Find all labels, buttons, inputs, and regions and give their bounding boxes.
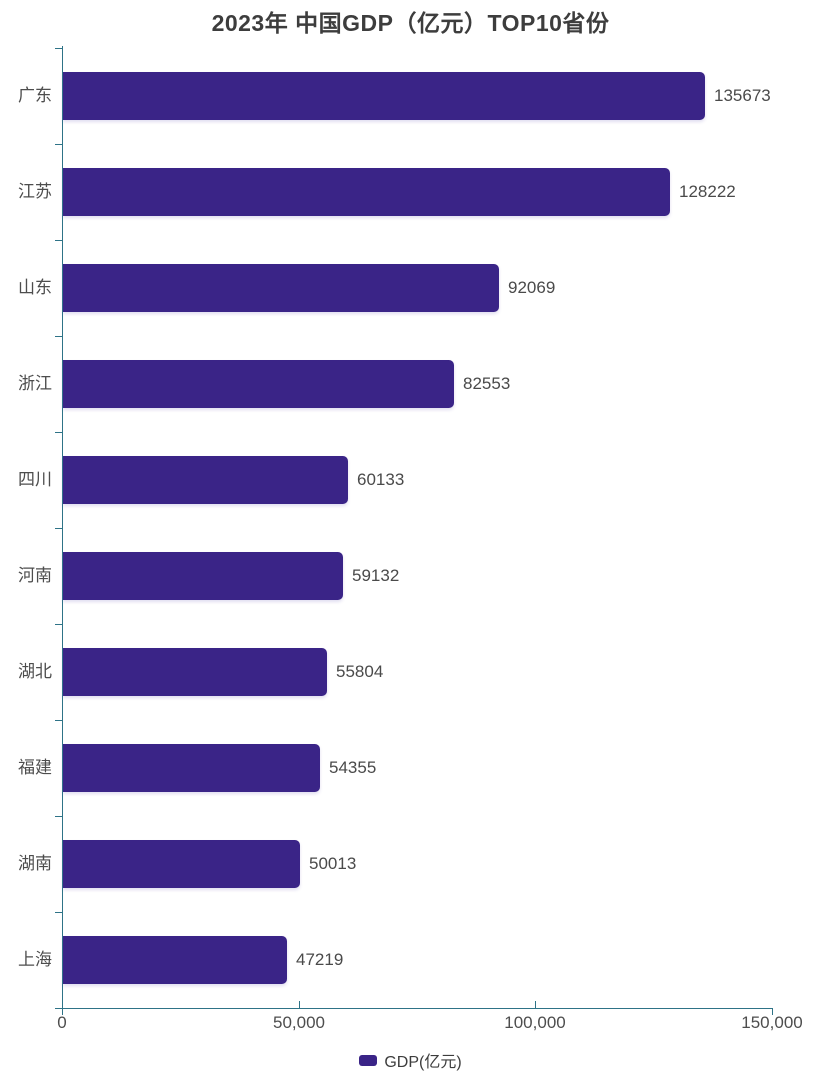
y-axis-line [62,46,63,1008]
y-axis-tick [55,720,62,721]
x-axis-tick [299,1001,300,1008]
value-label: 50013 [309,854,357,873]
y-axis-tick [55,48,62,49]
value-label: 54355 [329,758,377,777]
y-axis-tick [55,912,62,913]
category-label: 广东 [18,86,52,105]
bar-河南[interactable] [63,552,343,600]
value-label: 47219 [296,950,344,969]
value-label: 128222 [679,182,736,201]
category-label: 上海 [18,950,52,969]
bar-湖南[interactable] [63,840,300,888]
category-label: 江苏 [18,182,52,201]
value-label: 135673 [714,86,771,105]
y-axis-tick [55,336,62,337]
x-tick-label: 50,000 [273,1013,325,1032]
value-label: 60133 [357,470,405,489]
x-axis-tick [535,1001,536,1008]
bar-山东[interactable] [63,264,499,312]
x-axis-tick [772,1008,773,1015]
value-label: 82553 [463,374,511,393]
bar-四川[interactable] [63,456,348,504]
bar-浙江[interactable] [63,360,454,408]
legend-label: GDP(亿元) [384,1054,462,1071]
bar-福建[interactable] [63,744,320,792]
bar-湖北[interactable] [63,648,327,696]
x-axis-tick [62,1008,63,1015]
value-label: 59132 [352,566,400,585]
chart-title: 2023年 中国GDP（亿元）TOP10省份 [211,10,610,36]
y-axis-tick [55,144,62,145]
bar-江苏[interactable] [63,168,670,216]
category-label: 湖北 [18,662,52,681]
y-axis-tick [55,432,62,433]
category-label: 山东 [18,278,52,297]
y-axis-tick [55,528,62,529]
value-label: 92069 [508,278,556,297]
category-label: 河南 [18,566,52,585]
y-axis-tick [55,240,62,241]
value-label: 55804 [336,662,384,681]
legend-item-gdp[interactable]: GDP(亿元) [0,1048,821,1072]
x-tick-label: 0 [57,1013,67,1032]
x-tick-label: 100,000 [504,1013,566,1032]
category-label: 浙江 [18,374,52,393]
x-tick-label: 150,000 [741,1013,803,1032]
bar-广东[interactable] [63,72,705,120]
category-label: 四川 [18,470,52,489]
y-axis-tick [55,816,62,817]
legend-marker-swatch [359,1054,378,1066]
y-axis-tick [55,1008,62,1009]
category-label: 福建 [18,758,52,777]
y-axis-tick [55,624,62,625]
category-label: 湖南 [18,854,52,873]
bar-上海[interactable] [63,936,287,984]
x-axis-line [62,1008,773,1009]
